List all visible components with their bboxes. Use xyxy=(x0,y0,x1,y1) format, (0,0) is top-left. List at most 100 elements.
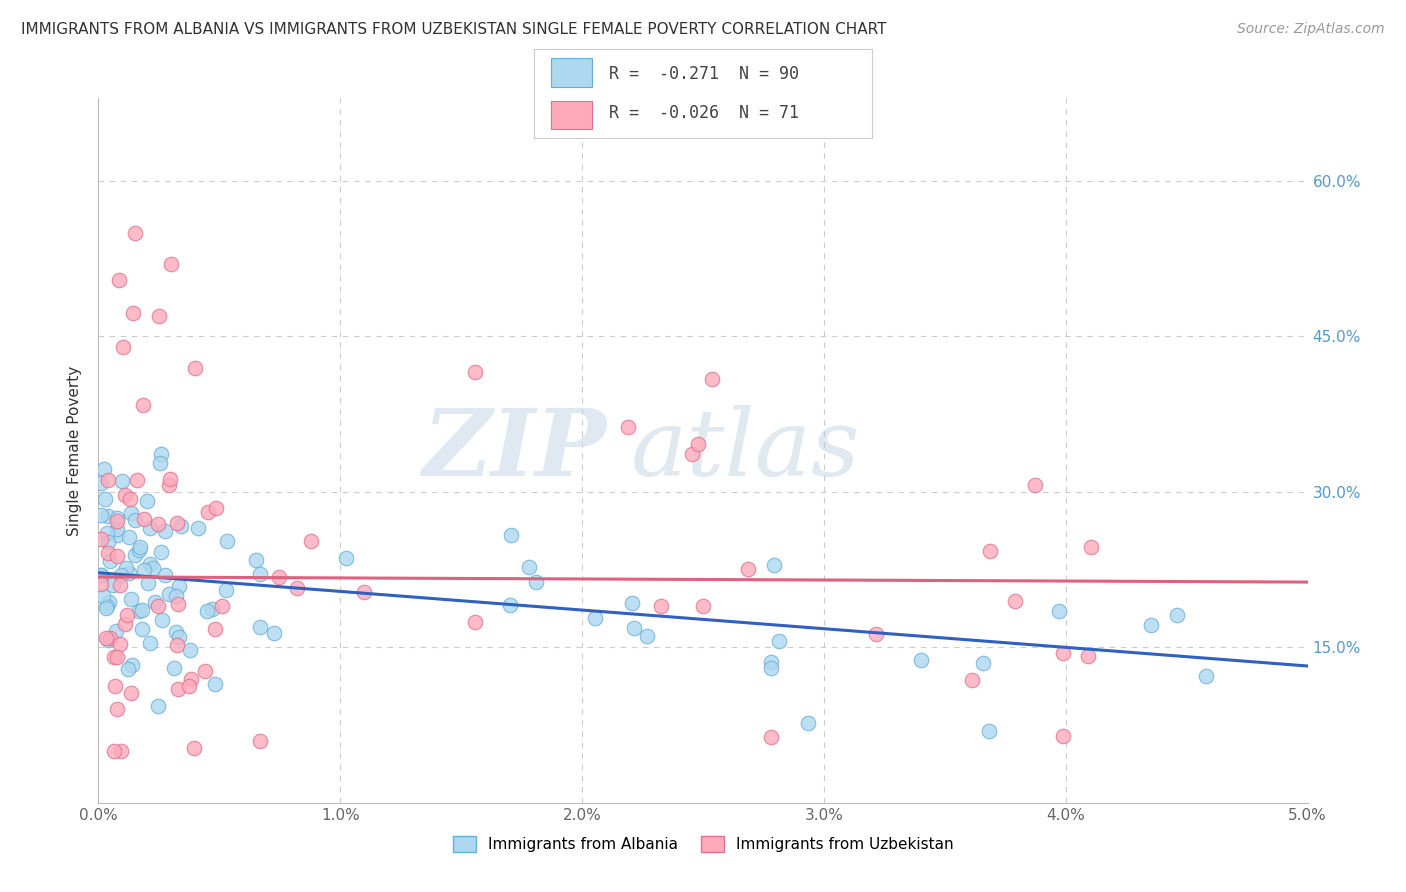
Text: R =  -0.271  N = 90: R = -0.271 N = 90 xyxy=(609,65,799,83)
Point xyxy=(101,578,124,592)
Point xyxy=(1166,607,1188,622)
Point xyxy=(157,587,180,601)
Point xyxy=(124,549,146,563)
Point xyxy=(763,558,786,573)
Point xyxy=(204,677,226,691)
Point xyxy=(681,447,703,461)
Point xyxy=(464,615,486,630)
Point xyxy=(737,561,759,575)
Point xyxy=(759,655,782,669)
Point xyxy=(153,524,176,539)
Point xyxy=(128,542,150,557)
Point xyxy=(96,526,118,541)
Point xyxy=(100,554,122,568)
Point xyxy=(120,506,142,520)
Point xyxy=(114,488,136,502)
Point xyxy=(1052,647,1074,661)
Point xyxy=(118,566,141,581)
Point xyxy=(215,583,238,598)
Point xyxy=(194,664,217,678)
Point xyxy=(299,534,322,549)
Point xyxy=(211,599,233,613)
Point xyxy=(105,549,128,563)
Point xyxy=(107,522,129,536)
Text: atlas: atlas xyxy=(630,406,860,495)
Point xyxy=(103,650,125,665)
Point xyxy=(120,686,142,700)
Point xyxy=(122,306,145,320)
Point xyxy=(768,633,790,648)
Point xyxy=(118,530,141,544)
Point xyxy=(96,599,118,613)
Point xyxy=(124,513,146,527)
Point xyxy=(148,517,170,532)
Point xyxy=(110,568,132,582)
Point xyxy=(110,744,132,758)
Point xyxy=(499,599,522,613)
Point xyxy=(108,272,131,286)
Point xyxy=(90,577,112,591)
Point xyxy=(96,601,118,615)
Point xyxy=(125,473,148,487)
Point xyxy=(166,516,188,530)
Point xyxy=(335,551,357,566)
Text: IMMIGRANTS FROM ALBANIA VS IMMIGRANTS FROM UZBEKISTAN SINGLE FEMALE POVERTY CORR: IMMIGRANTS FROM ALBANIA VS IMMIGRANTS FR… xyxy=(21,22,887,37)
Point xyxy=(160,257,183,271)
Point xyxy=(120,592,142,607)
Point xyxy=(165,624,187,639)
Point xyxy=(105,515,128,529)
Point xyxy=(90,508,112,523)
Point xyxy=(90,475,112,490)
Point xyxy=(132,399,155,413)
Point xyxy=(1004,594,1026,608)
Y-axis label: Single Female Poverty: Single Female Poverty xyxy=(67,366,83,535)
Point xyxy=(108,637,131,651)
Point xyxy=(179,642,201,657)
Point xyxy=(90,568,112,582)
Point xyxy=(128,541,150,555)
Point xyxy=(136,494,159,508)
Point xyxy=(1077,648,1099,663)
Point xyxy=(157,478,180,492)
Point xyxy=(165,589,187,603)
Point xyxy=(285,581,308,595)
Point xyxy=(111,475,134,489)
Point xyxy=(91,589,114,603)
Point xyxy=(93,462,115,476)
Point xyxy=(104,680,127,694)
Point xyxy=(128,604,150,618)
Point xyxy=(184,360,207,375)
Point xyxy=(159,472,181,486)
Point xyxy=(177,679,200,693)
Point xyxy=(650,599,672,614)
Legend: Immigrants from Albania, Immigrants from Uzbekistan: Immigrants from Albania, Immigrants from… xyxy=(447,830,959,859)
Point xyxy=(464,365,486,379)
Point xyxy=(118,491,141,506)
Point xyxy=(499,528,522,542)
Point xyxy=(249,567,271,582)
Point xyxy=(269,570,291,584)
Point xyxy=(105,528,128,542)
Point xyxy=(759,730,782,744)
FancyBboxPatch shape xyxy=(551,101,592,129)
Point xyxy=(98,595,121,609)
Point xyxy=(636,629,658,643)
Point xyxy=(108,578,131,592)
Point xyxy=(103,744,125,758)
Point xyxy=(138,557,160,571)
Point xyxy=(1195,668,1218,682)
Point xyxy=(972,657,994,671)
Point xyxy=(979,723,1001,738)
Point xyxy=(180,673,202,687)
Point xyxy=(617,420,640,434)
Point xyxy=(142,561,165,575)
Point xyxy=(167,630,190,644)
Point xyxy=(132,563,155,577)
Point xyxy=(702,372,724,386)
Point xyxy=(90,533,112,547)
Point xyxy=(97,509,120,524)
Point xyxy=(148,599,170,613)
Point xyxy=(114,616,136,631)
Point xyxy=(139,521,162,535)
Point xyxy=(623,621,645,635)
